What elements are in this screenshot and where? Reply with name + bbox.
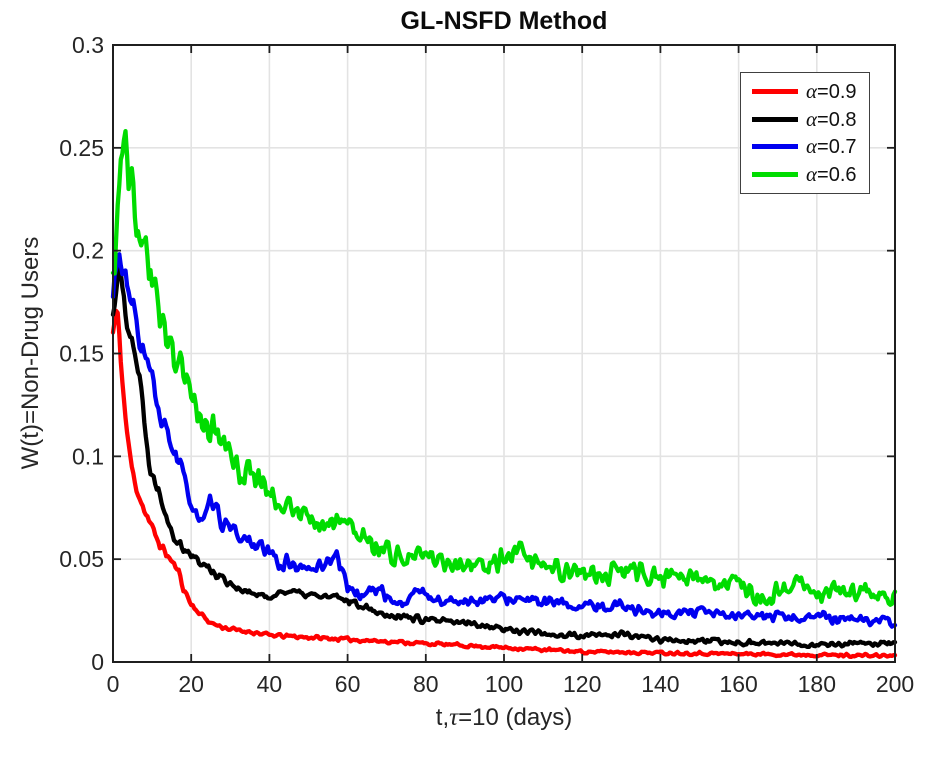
y-tick-label: 0 xyxy=(91,649,104,675)
legend-label: α=0.9 xyxy=(806,79,857,104)
x-axis-label-pre: t, xyxy=(435,704,450,731)
chart-title: GL-NSFD Method xyxy=(400,7,608,35)
legend-label: α=0.6 xyxy=(806,161,857,186)
legend-item-alpha-0.8: α=0.8 xyxy=(741,106,869,131)
curve-alpha-0.6 xyxy=(110,128,898,607)
x-axis-label: t,τ=10 (days) xyxy=(113,704,895,732)
y-tick-label: 0.3 xyxy=(72,32,104,58)
alpha-symbol: α xyxy=(806,134,818,159)
y-tick-label: 0.2 xyxy=(72,238,104,264)
y-tick-label: 0.1 xyxy=(72,443,104,469)
x-tick-label: 60 xyxy=(335,671,361,697)
legend-line-swatch xyxy=(752,171,798,177)
x-tick-label: 140 xyxy=(641,671,679,697)
x-tick-label: 160 xyxy=(719,671,757,697)
legend-label: α=0.7 xyxy=(806,134,857,159)
alpha-symbol: α xyxy=(806,79,818,104)
legend-line-swatch xyxy=(752,116,798,122)
x-tick-label: 20 xyxy=(178,671,204,697)
y-tick-label: 0.15 xyxy=(59,341,104,367)
x-tick-label: 120 xyxy=(563,671,601,697)
x-tick-label: 40 xyxy=(257,671,283,697)
legend-item-alpha-0.7: α=0.7 xyxy=(741,136,869,157)
y-tick-label: 0.25 xyxy=(59,135,104,161)
curve-alpha-0.7 xyxy=(110,252,898,629)
y-axis-label: W(t)=Non-Drug Users xyxy=(17,236,44,470)
x-tick-label: 100 xyxy=(485,671,523,697)
legend-line-swatch xyxy=(752,144,798,150)
x-tick-label: 80 xyxy=(413,671,439,697)
x-tick-label: 180 xyxy=(798,671,836,697)
x-tick-label: 200 xyxy=(876,671,914,697)
legend-line-swatch xyxy=(752,89,798,95)
curve-alpha-0.9 xyxy=(110,308,898,660)
alpha-symbol: α xyxy=(806,106,818,131)
tau-symbol: τ xyxy=(449,704,459,731)
legend-item-alpha-0.6: α=0.6 xyxy=(741,161,869,186)
y-tick-label: 0.05 xyxy=(59,546,104,572)
x-axis-label-post: =10 (days) xyxy=(458,704,573,731)
x-tick-label: 0 xyxy=(107,671,120,697)
legend-item-alpha-0.9: α=0.9 xyxy=(741,81,869,102)
curve-alpha-0.8 xyxy=(110,257,898,650)
legend-label: α=0.8 xyxy=(806,106,857,131)
alpha-symbol: α xyxy=(806,161,818,186)
legend-box: α=0.9 α=0.8 α=0.7 α=0.6 xyxy=(740,72,870,194)
